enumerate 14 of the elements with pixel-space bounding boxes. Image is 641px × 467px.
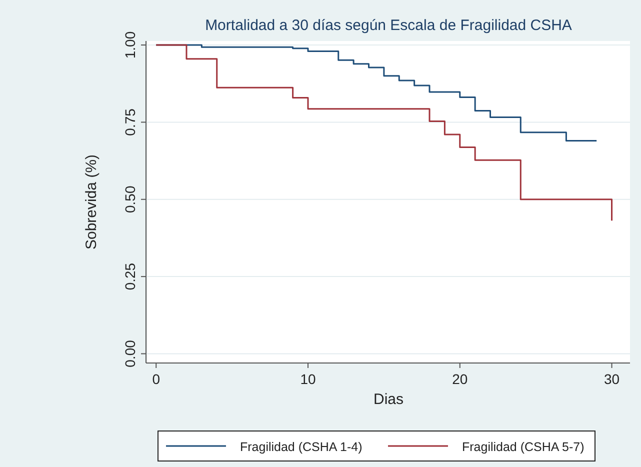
- chart-title: Mortalidad a 30 días según Escala de Fragilidad CSHA: [205, 17, 572, 34]
- x-tick-label: 30: [604, 371, 620, 387]
- x-tick-label: 20: [452, 371, 468, 387]
- y-tick-label: 0.75: [122, 108, 138, 136]
- x-tick-label: 0: [152, 371, 160, 387]
- y-tick-label: 1.00: [122, 31, 138, 59]
- y-tick-label: 0.25: [122, 262, 138, 290]
- legend-label: Fragilidad (CSHA 1-4): [240, 440, 362, 454]
- legend-label: Fragilidad (CSHA 5-7): [462, 440, 584, 454]
- x-tick-label: 10: [300, 371, 316, 387]
- y-tick-label: 0.50: [122, 186, 138, 213]
- y-axis-title: Sobrevida (%): [83, 154, 100, 250]
- x-axis-title: Dias: [373, 391, 404, 408]
- y-tick-label: 0.00: [122, 340, 138, 368]
